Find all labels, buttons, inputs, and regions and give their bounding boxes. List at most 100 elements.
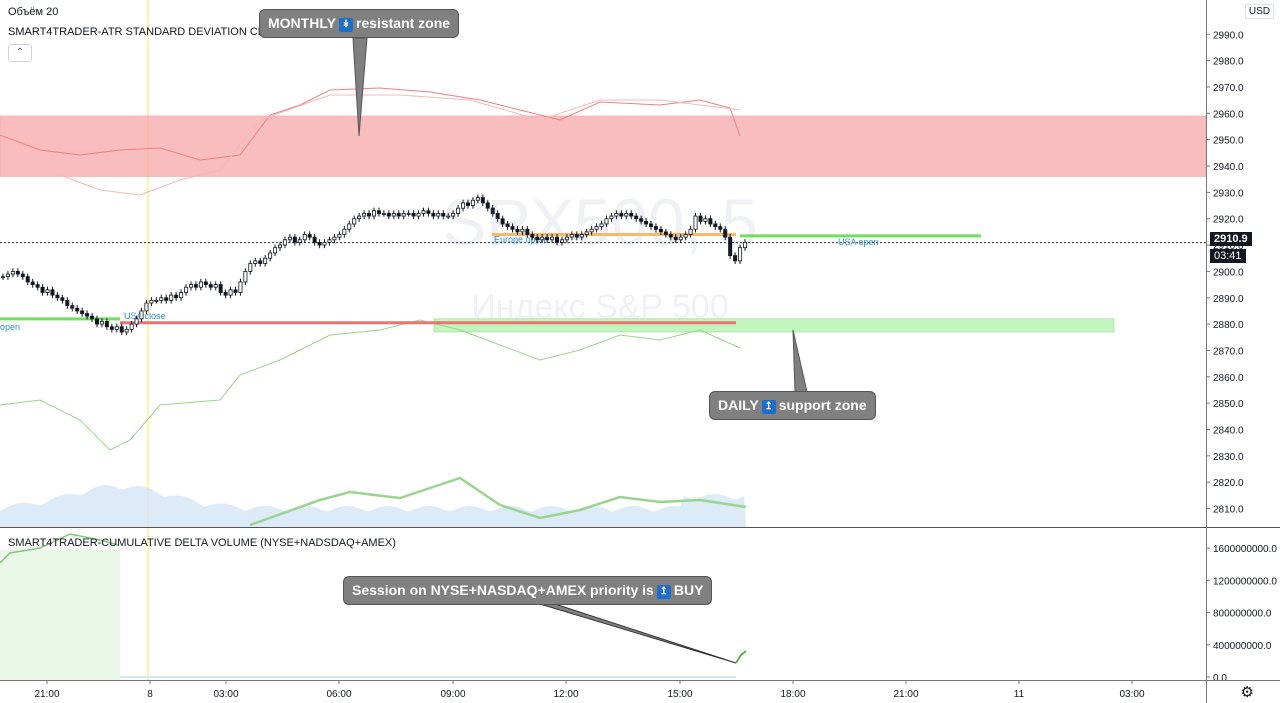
candle-body — [25, 276, 30, 283]
candle-body — [124, 328, 129, 333]
candle-body — [589, 228, 594, 233]
candle-body — [728, 236, 733, 256]
candle-body — [238, 281, 243, 293]
candle-body — [218, 284, 223, 293]
candle-body — [416, 213, 421, 217]
time-tick-label: 8 — [147, 689, 153, 700]
candle-body — [639, 218, 644, 222]
candle-body — [718, 226, 723, 230]
candle-body — [436, 213, 441, 217]
time-tick-label: 18:00 — [780, 689, 805, 700]
price-tick-label: 2960.0 — [1213, 109, 1244, 120]
candle-body — [683, 234, 688, 238]
price-tick-label: 2940.0 — [1213, 162, 1244, 173]
arrow-up-icon: ↥ — [761, 400, 776, 414]
candle-body — [510, 226, 515, 230]
price-tick-label: 2990.0 — [1213, 30, 1244, 41]
candle-body — [208, 284, 213, 288]
candle-body — [322, 242, 327, 246]
monthly-resistance-callout[interactable]: MONTHLY ↡ resistant zone — [259, 9, 460, 38]
candle-body — [139, 310, 144, 320]
candle-body — [555, 236, 560, 243]
candle-body — [480, 197, 485, 204]
candle-body — [569, 234, 574, 238]
arrow-down-icon: ↡ — [338, 18, 353, 32]
volume-area — [0, 485, 746, 527]
candle-body — [287, 236, 292, 241]
candle-body — [564, 236, 569, 241]
indicator-legend[interactable]: SMART4TRADER-ATR STANDARD DEVIATION CHAR… — [8, 26, 337, 38]
settings-gear-icon[interactable]: ⚙ — [1240, 684, 1254, 701]
candle-body — [451, 213, 456, 217]
price-tick-label: 2910.0 — [1213, 241, 1244, 252]
candle-body — [154, 299, 159, 302]
candle-body — [599, 223, 604, 228]
candle-body — [713, 223, 718, 228]
candle-body — [733, 255, 738, 262]
candle-body — [213, 284, 218, 288]
volume-legend[interactable]: Объём 20 — [8, 6, 59, 18]
candle-body — [658, 228, 663, 233]
candle-body — [60, 297, 65, 301]
candle-body — [223, 292, 228, 296]
candle-body — [278, 244, 283, 249]
candle-body — [109, 326, 114, 330]
candle-body — [169, 294, 174, 301]
candle-body — [99, 321, 104, 325]
candle-body — [421, 210, 426, 214]
daily-support-zone — [433, 318, 1115, 333]
candle-body — [525, 228, 530, 235]
session-priority-callout[interactable]: Session on NYSE+NASDAQ+AMEX priority is ↥… — [343, 576, 713, 605]
delta-legend[interactable]: SMART4TRADER-CUMULATIVE DELTA VOLUME (NY… — [8, 537, 396, 549]
candle-body — [367, 213, 372, 217]
bar-countdown: 03:41 — [1210, 249, 1246, 263]
collapse-legend-button[interactable]: ⌃ — [8, 44, 32, 62]
candle-body — [678, 236, 683, 241]
candle-body — [540, 236, 545, 241]
candle-body — [500, 218, 505, 225]
candle-body — [465, 202, 470, 206]
time-tick-label: 21:00 — [893, 689, 918, 700]
candle-body — [441, 213, 446, 217]
candle-body — [253, 260, 258, 264]
candle-body — [461, 202, 466, 209]
candle-body — [411, 213, 416, 217]
candle-body — [698, 215, 703, 222]
candle-body — [559, 239, 564, 243]
candle-body — [347, 223, 352, 230]
candle-body — [723, 228, 728, 238]
monthly-resistance-zone — [0, 115, 1207, 177]
price-tick-label: 2880.0 — [1213, 320, 1244, 331]
price-tick-label: 2820.0 — [1213, 478, 1244, 489]
candle-body — [381, 213, 386, 215]
candle-body — [530, 234, 535, 238]
candle-body — [65, 299, 70, 307]
atr-upper-band-2 — [59, 94, 741, 196]
candle-body — [263, 257, 268, 264]
time-tick-label: 12:00 — [553, 689, 578, 700]
candle-body — [495, 213, 500, 220]
candle-body — [649, 223, 654, 228]
candle-body — [50, 289, 55, 296]
candle-body — [426, 210, 431, 214]
candle-body — [431, 213, 436, 217]
price-tick-label: 2850.0 — [1213, 399, 1244, 410]
daily-support-callout[interactable]: DAILY ↥ support zone — [709, 391, 876, 420]
candle-body — [490, 207, 495, 214]
candle-body — [55, 294, 60, 299]
candle-body — [505, 223, 510, 228]
candle-body — [376, 210, 381, 214]
price-tick-label: 2860.0 — [1213, 373, 1244, 384]
candle-body — [604, 218, 609, 225]
candle-body — [134, 318, 139, 325]
candle-body — [391, 213, 396, 217]
candle-body — [584, 231, 589, 235]
atr-lower-band — [0, 319, 741, 451]
usa-open-label: USA open — [838, 237, 879, 247]
candle-body — [179, 292, 184, 299]
candle-body — [20, 273, 25, 278]
last-price-tag: 2910.9 — [1210, 232, 1252, 246]
price-tick-label: 2980.0 — [1213, 57, 1244, 68]
candle-body — [75, 307, 80, 312]
candle-body — [15, 271, 20, 275]
